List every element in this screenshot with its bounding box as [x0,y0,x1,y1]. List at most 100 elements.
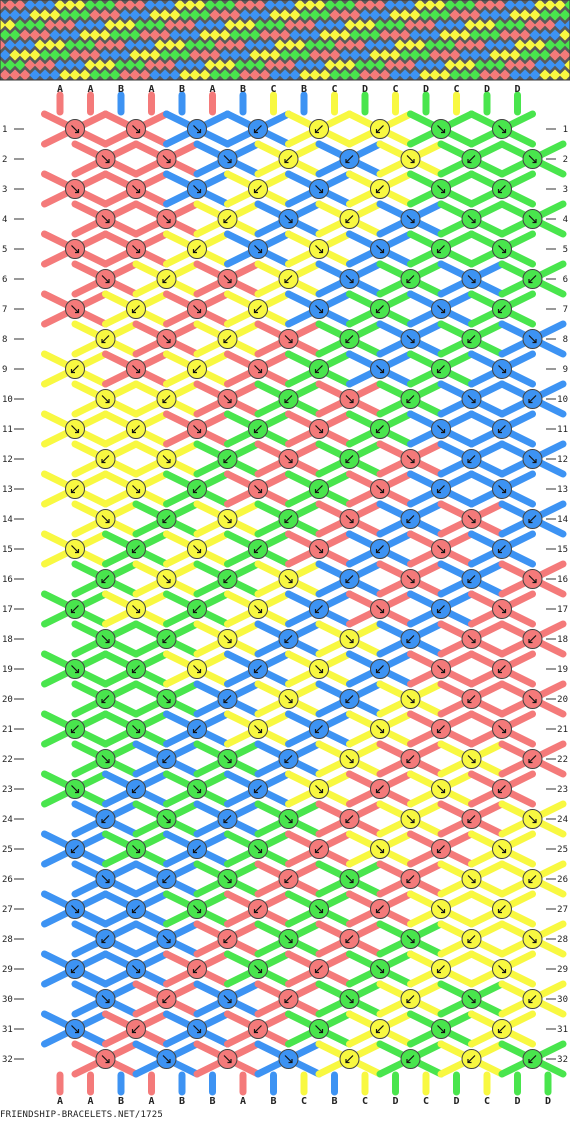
row-number-left: 24 [2,815,13,825]
preview-knot [209,49,221,61]
preview-knot [314,39,326,51]
forward-knot-arrow [315,425,324,434]
backward-knot-arrow [314,845,323,854]
row-number-right: 11 [557,425,568,435]
forward-knot-arrow [467,515,476,524]
preview-knot [0,29,11,41]
backward-knot-arrow [467,155,476,164]
backward-knot-arrow [375,305,384,314]
preview-knot [64,39,76,51]
forward-knot-arrow [193,185,202,194]
backward-knot-arrow [192,965,201,974]
backward-knot-arrow [131,305,140,314]
preview-knot [49,29,61,41]
preview-knot [349,49,361,61]
forward-knot-arrow [254,845,263,854]
preview-knot [229,49,241,61]
preview-knot [194,39,206,51]
row-number-left: 16 [2,575,13,585]
backward-knot-arrow [253,425,262,434]
backward-knot-arrow [345,335,354,344]
backward-knot-arrow [406,395,415,404]
row-number-right: 25 [557,845,568,855]
backward-knot-arrow [131,545,140,554]
forward-knot-arrow [223,875,232,884]
preview-knot [54,19,66,31]
row-number-left: 28 [2,935,13,945]
preview-knot [14,39,26,51]
backward-knot-arrow [528,995,537,1004]
preview-knot [504,39,516,51]
preview-knot [19,29,31,41]
backward-knot-arrow [528,275,537,284]
backward-knot-arrow [497,665,506,674]
preview-knot [429,49,441,61]
preview-knot [324,39,336,51]
backward-knot-arrow [101,935,110,944]
preview-knot [224,39,236,51]
preview-knot [124,39,136,51]
preview-knot [509,49,521,61]
backward-knot-arrow [284,875,293,884]
row-number-left: 4 [2,215,7,225]
backward-knot-arrow [253,305,262,314]
preview-knot [379,49,391,61]
forward-knot-arrow [193,905,202,914]
preview-knot [559,49,570,61]
row-number-left: 14 [2,515,13,525]
preview-knot [339,49,351,61]
forward-knot-arrow [193,305,202,314]
site-credit[interactable]: FRIENDSHIP-BRACELETS.NET/1725 [0,1110,163,1120]
forward-knot-arrow [193,665,202,674]
preview-knot [204,39,216,51]
backward-knot-arrow [375,185,384,194]
backward-knot-arrow [101,335,110,344]
forward-knot-arrow [71,665,80,674]
preview-knot [0,49,11,61]
preview-knot [84,39,96,51]
row-number-right: 7 [563,305,568,315]
forward-knot-arrow [132,605,141,614]
row-number-right: 6 [563,275,568,285]
backward-knot-arrow [375,545,384,554]
forward-knot-arrow [101,275,110,284]
backward-knot-arrow [162,395,171,404]
preview-knot [89,49,101,61]
top-strand-label: D [514,84,520,95]
forward-knot-arrow [71,305,80,314]
forward-knot-arrow [376,725,385,734]
preview-knot [129,49,141,61]
backward-knot-arrow [131,905,140,914]
forward-knot-arrow [162,335,171,344]
forward-knot-arrow [376,365,385,374]
bracelet-preview [0,0,570,81]
forward-knot-arrow [162,815,171,824]
bottom-strand-label: D [545,1096,551,1107]
top-strand-label: C [392,84,398,95]
row-number-right: 26 [557,875,568,885]
forward-knot-arrow [528,695,537,704]
preview-knot [219,49,231,61]
preview-knot [319,49,331,61]
forward-knot-arrow [345,875,354,884]
backward-knot-arrow [70,485,79,494]
row-number-right: 3 [563,185,568,195]
bottom-strand-label: C [301,1096,307,1107]
bottom-strand-label: B [118,1096,124,1107]
backward-knot-arrow [314,125,323,134]
forward-knot-arrow [437,425,446,434]
bottom-strand-label: B [270,1096,276,1107]
preview-knot [539,49,551,61]
backward-knot-arrow [162,875,171,884]
backward-knot-arrow [436,845,445,854]
backward-knot-arrow [528,875,537,884]
preview-knot [29,49,41,61]
preview-knot [39,29,51,41]
preview-knot [24,59,36,71]
preview-knot [264,39,276,51]
top-strand-label: B [301,84,307,95]
preview-frame [0,0,570,81]
backward-knot-arrow [314,485,323,494]
bottom-strand-label: D [514,1096,520,1107]
